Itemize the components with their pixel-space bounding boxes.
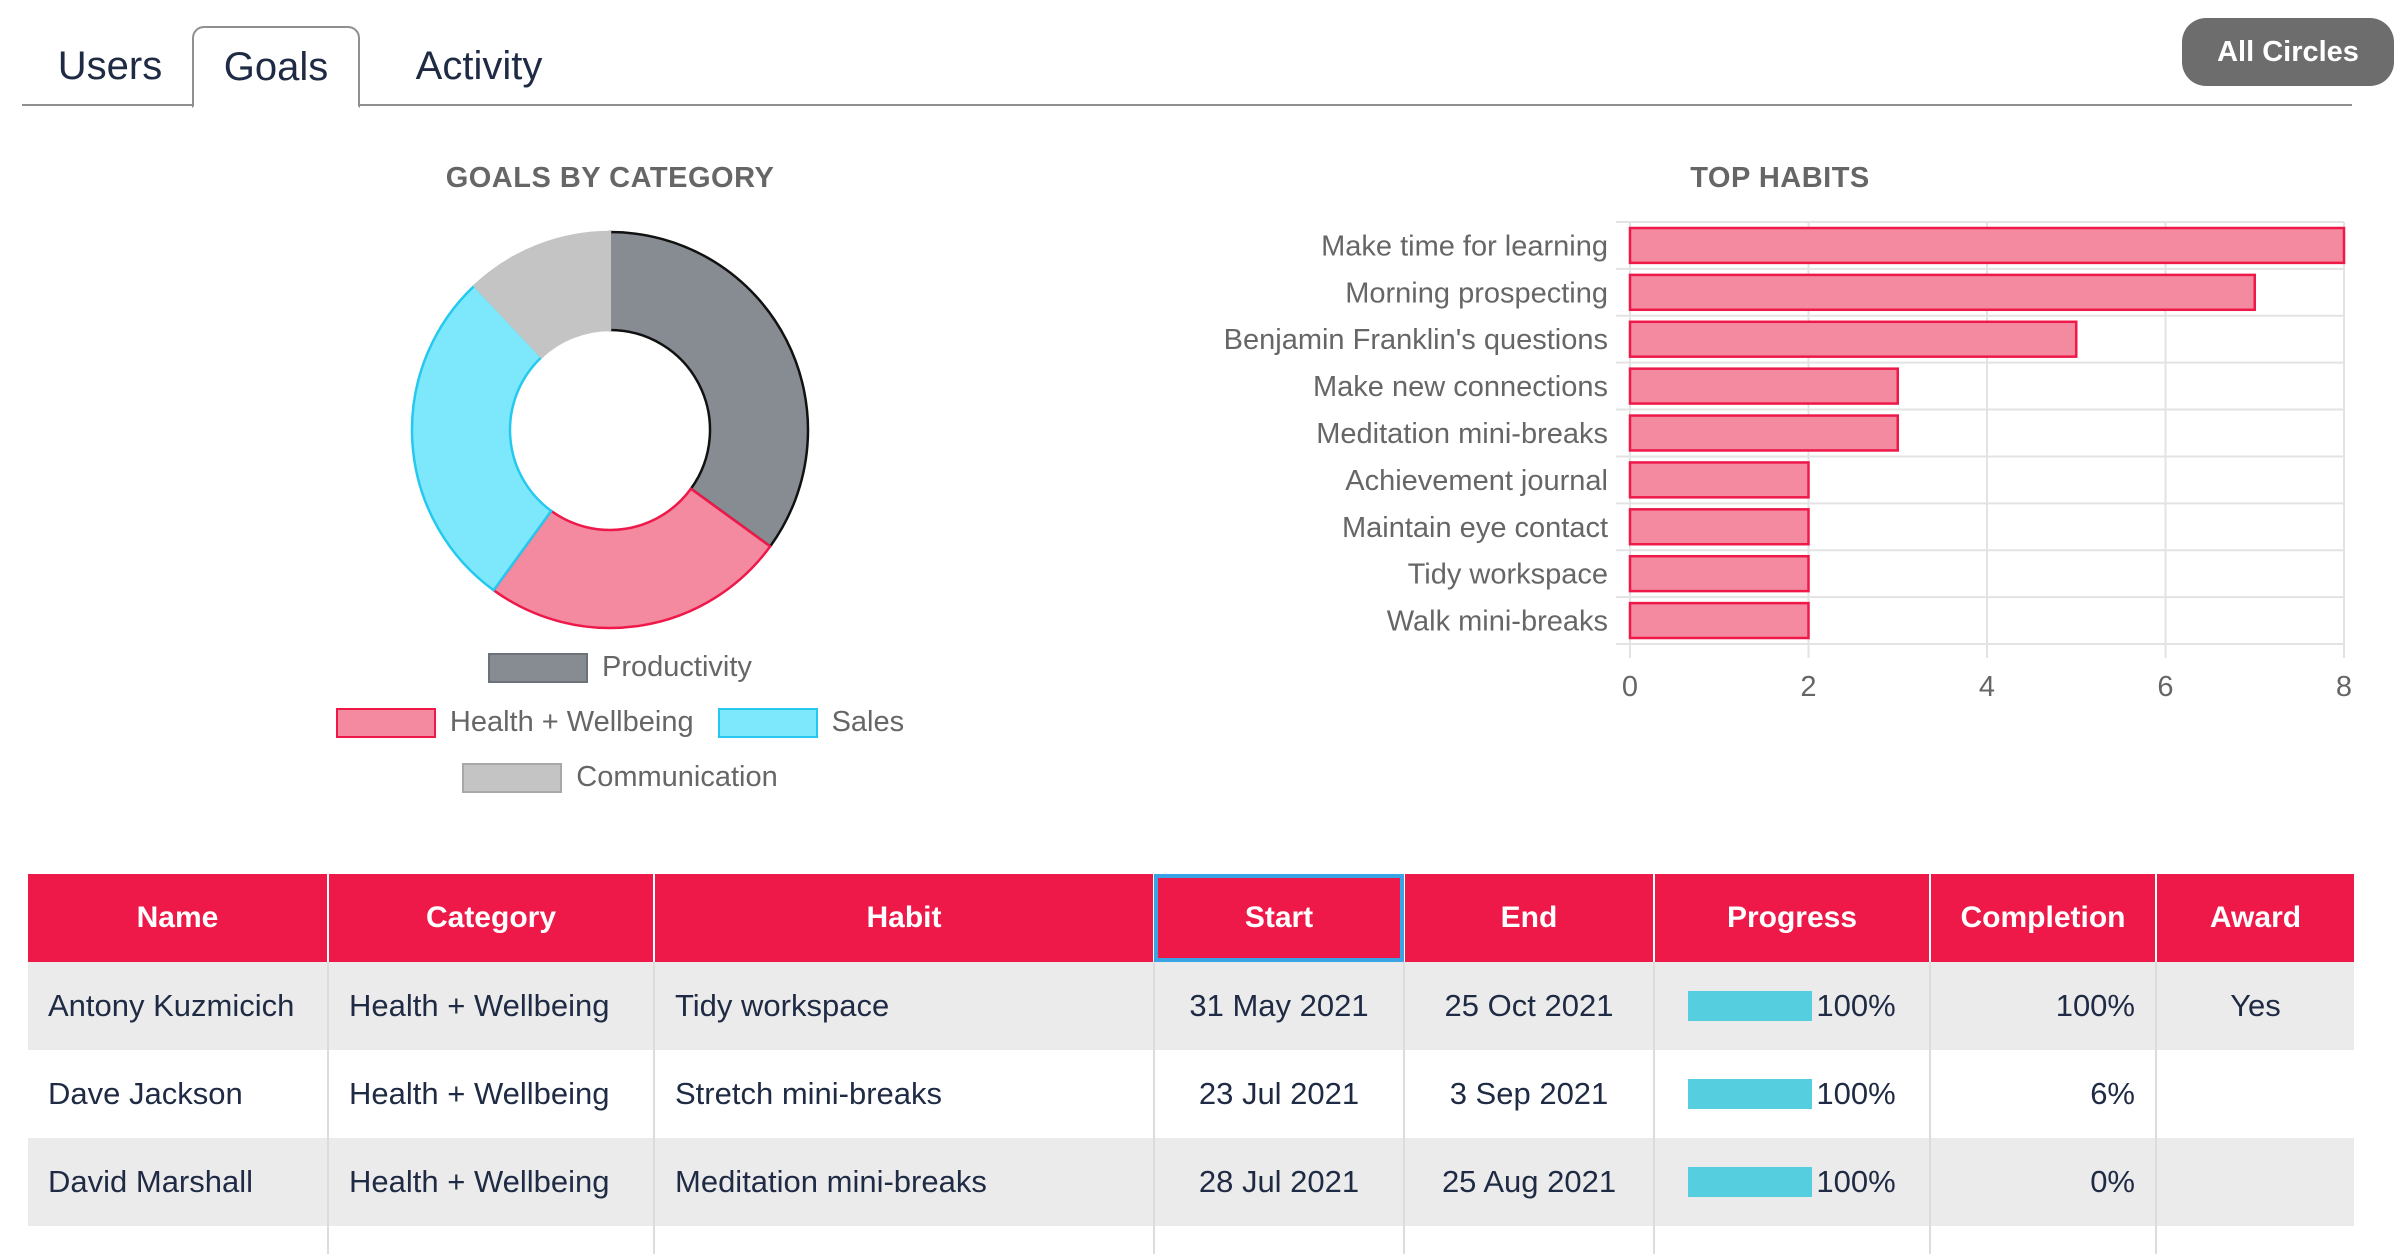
- cell-name: David Marshall: [28, 1138, 329, 1226]
- legend-swatch-productivity: [488, 652, 589, 683]
- bar[interactable]: [1628, 273, 2256, 312]
- progress-label: 100%: [1816, 1164, 1896, 1199]
- header-completion[interactable]: Completion: [1930, 874, 2157, 962]
- bar[interactable]: [1628, 508, 1810, 546]
- cell-completion: 6%: [1930, 1050, 2157, 1138]
- bar[interactable]: [1628, 414, 1899, 452]
- table-row[interactable]: Antony Kuzmicich Health + Wellbeing Tidy…: [28, 962, 2354, 1050]
- header-progress[interactable]: Progress: [1654, 874, 1931, 962]
- header-category[interactable]: Category: [328, 874, 655, 962]
- table-row[interactable]: Dave Jackson Health + Wellbeing Stretch …: [28, 1050, 2354, 1138]
- cell-completion: 100%: [1930, 962, 2157, 1050]
- progress-bar: [1688, 991, 1813, 1021]
- cell-start: 31 May 2021: [1154, 962, 1405, 1050]
- cell-category: Health + Wellbeing: [328, 962, 655, 1050]
- cell-start: 28 Jul 2021: [1154, 1138, 1405, 1226]
- x-tick-label: 6: [2157, 671, 2173, 703]
- table-row-partial: [28, 1226, 2354, 1254]
- bar[interactable]: [1628, 601, 1810, 640]
- y-tick-label: Maintain eye contact: [1342, 512, 1608, 544]
- donut-legend: Productivity Health + Wellbeing Sales Co…: [300, 640, 940, 805]
- cell-progress: 100%: [1654, 1138, 1931, 1226]
- header-end[interactable]: End: [1404, 874, 1655, 962]
- x-tick-label: 8: [2336, 671, 2352, 703]
- tab-activity[interactable]: Activity: [415, 43, 543, 88]
- slice-health-wellbeing[interactable]: [491, 487, 772, 630]
- cell-completion: 0%: [1930, 1138, 2157, 1226]
- x-tick-label: 2: [1800, 671, 1816, 703]
- slice-communication[interactable]: [472, 230, 612, 359]
- y-tick-label: Morning prospecting: [1345, 277, 1608, 309]
- cell-end: 25 Aug 2021: [1404, 1138, 1655, 1226]
- table-row[interactable]: David Marshall Health + Wellbeing Medita…: [28, 1138, 2354, 1226]
- x-tick-label: 0: [1622, 671, 1638, 703]
- tab-bar: Users Goals Activity: [22, 26, 2352, 108]
- table-header-row: Name Category Habit Start End Progress C…: [28, 874, 2354, 962]
- cell-habit: Meditation mini-breaks: [654, 1138, 1155, 1226]
- cell-end: 3 Sep 2021: [1404, 1050, 1655, 1138]
- y-tick-label: Benjamin Franklin's questions: [1224, 324, 1608, 356]
- x-tick-label: 4: [1979, 671, 1995, 703]
- legend-item-communication[interactable]: Communication: [462, 761, 778, 794]
- header-start[interactable]: Start: [1154, 874, 1405, 962]
- cell-progress: 100%: [1654, 962, 1931, 1050]
- all-circles-button[interactable]: All Circles: [2182, 18, 2394, 86]
- legend-item-health[interactable]: Health + Wellbeing: [335, 706, 694, 739]
- cell-award: [2156, 1050, 2354, 1138]
- cell-name: Dave Jackson: [28, 1050, 329, 1138]
- cell-award: Yes: [2156, 962, 2354, 1050]
- cell-end: 25 Oct 2021: [1404, 962, 1655, 1050]
- cell-progress: 100%: [1654, 1050, 1931, 1138]
- legend-swatch-sales: [717, 707, 818, 738]
- tab-goals[interactable]: Goals: [192, 26, 360, 108]
- legend-label: Communication: [576, 761, 778, 793]
- bar-chart-title: TOP HABITS: [1690, 162, 1870, 194]
- legend-swatch-health: [335, 707, 436, 738]
- progress-bar: [1688, 1079, 1813, 1109]
- y-tick-label: Tidy workspace: [1408, 559, 1608, 591]
- goals-table: Name Category Habit Start End Progress C…: [28, 874, 2354, 1254]
- legend-swatch-communication: [462, 762, 563, 793]
- donut-chart-title: GOALS BY CATEGORY: [445, 162, 775, 194]
- y-tick-label: Walk mini-breaks: [1387, 606, 1608, 638]
- goals-by-category-chart: [410, 230, 810, 630]
- bar[interactable]: [1628, 226, 2346, 265]
- y-tick-label: Achievement journal: [1345, 465, 1608, 497]
- slice-productivity[interactable]: [608, 230, 810, 549]
- cell-habit: Stretch mini-breaks: [654, 1050, 1155, 1138]
- cell-category: Health + Wellbeing: [328, 1050, 655, 1138]
- header-name[interactable]: Name: [28, 874, 329, 962]
- tab-users[interactable]: Users: [57, 43, 163, 88]
- bar[interactable]: [1628, 461, 1810, 499]
- bar[interactable]: [1628, 554, 1810, 593]
- legend-item-productivity[interactable]: Productivity: [488, 651, 752, 684]
- header-habit[interactable]: Habit: [654, 874, 1155, 962]
- legend-item-sales[interactable]: Sales: [717, 706, 905, 739]
- progress-label: 100%: [1816, 1076, 1896, 1111]
- cell-category: Health + Wellbeing: [328, 1138, 655, 1226]
- cell-habit: Tidy workspace: [654, 962, 1155, 1050]
- top-habits-chart: 0 2 4 6 8 Make time for learning Morning prosp…: [1224, 221, 2352, 703]
- y-tick-label: Make new connections: [1313, 371, 1608, 403]
- y-tick-label: Meditation mini-breaks: [1316, 418, 1608, 450]
- cell-award: [2156, 1138, 2354, 1226]
- legend-label: Productivity: [602, 651, 752, 683]
- legend-label: Sales: [831, 706, 905, 738]
- progress-label: 100%: [1816, 988, 1896, 1023]
- header-award[interactable]: Award: [2156, 874, 2354, 962]
- progress-bar: [1688, 1167, 1813, 1197]
- legend-label: Health + Wellbeing: [449, 706, 694, 738]
- cell-name: Antony Kuzmicich: [28, 962, 329, 1050]
- bar[interactable]: [1628, 367, 1899, 405]
- slice-sales[interactable]: [410, 283, 553, 592]
- cell-start: 23 Jul 2021: [1154, 1050, 1405, 1138]
- y-tick-label: Make time for learning: [1321, 230, 1608, 262]
- bar[interactable]: [1628, 320, 2078, 358]
